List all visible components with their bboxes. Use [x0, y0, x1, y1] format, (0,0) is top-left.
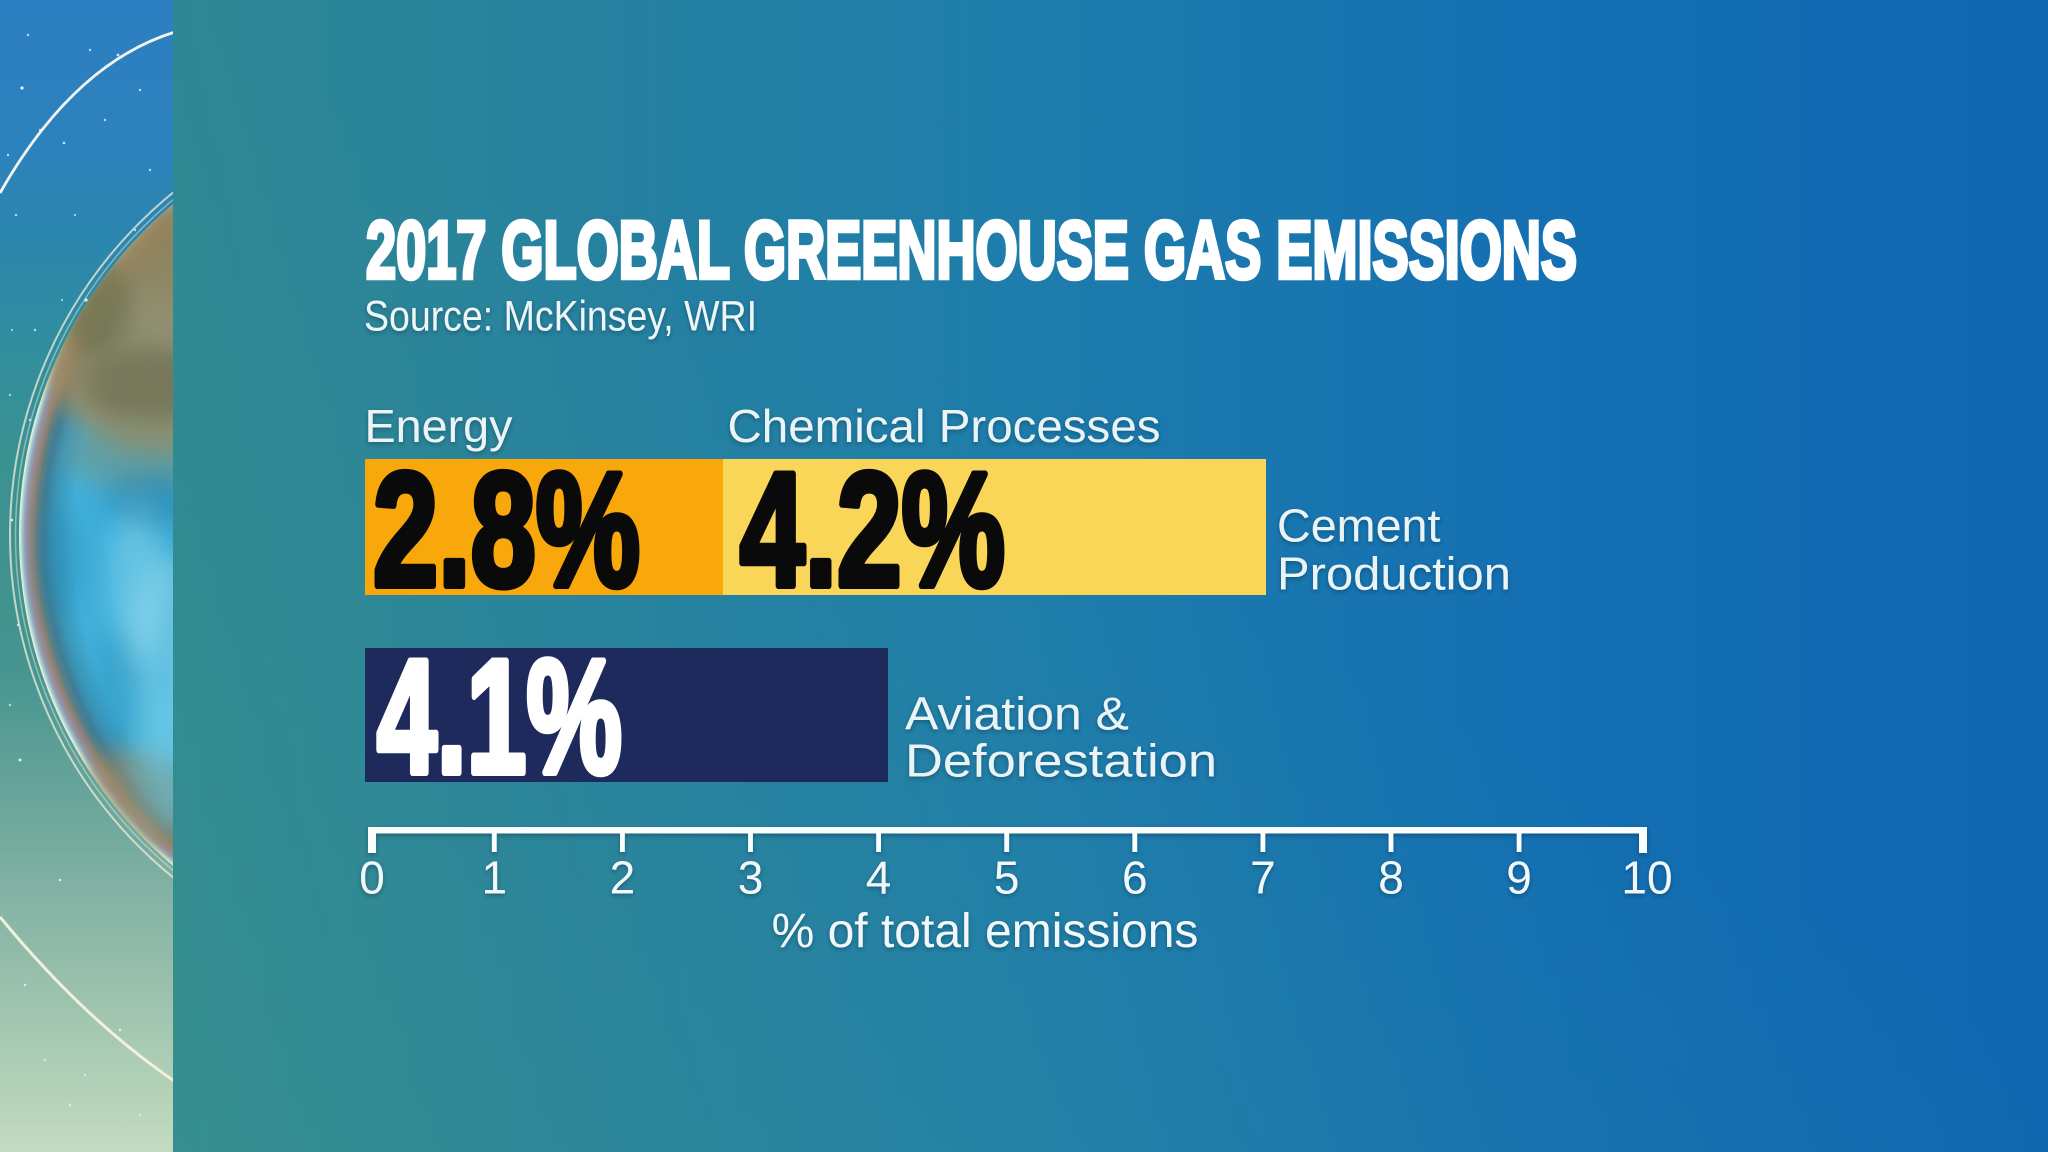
- svg-text:Source: McKinsey, WRI: Source: McKinsey, WRI: [364, 293, 757, 341]
- svg-text:8: 8: [1378, 852, 1404, 904]
- svg-text:2.8%: 2.8%: [373, 440, 640, 621]
- svg-text:% of total emissions: % of total emissions: [772, 905, 1199, 958]
- svg-text:Energy: Energy: [365, 400, 514, 452]
- svg-text:6: 6: [1122, 852, 1148, 904]
- svg-text:Aviation &: Aviation &: [905, 687, 1129, 739]
- svg-text:3: 3: [738, 852, 764, 904]
- svg-text:2: 2: [610, 852, 636, 904]
- svg-text:4.2%: 4.2%: [740, 440, 1005, 621]
- svg-text:Deforestation: Deforestation: [905, 734, 1217, 786]
- svg-text:1: 1: [482, 852, 508, 904]
- svg-text:9: 9: [1506, 852, 1532, 904]
- svg-text:10: 10: [1621, 852, 1672, 904]
- svg-text:0: 0: [359, 852, 385, 904]
- svg-text:Production: Production: [1277, 547, 1511, 599]
- svg-text:4.1%: 4.1%: [377, 627, 622, 808]
- svg-text:7: 7: [1250, 852, 1276, 904]
- svg-text:2017 GLOBAL GREENHOUSE GAS EMI: 2017 GLOBAL GREENHOUSE GAS EMISSIONS: [366, 205, 1577, 296]
- svg-text:4: 4: [866, 852, 892, 904]
- svg-text:Cement: Cement: [1277, 500, 1441, 552]
- svg-text:Chemical Processes: Chemical Processes: [728, 400, 1161, 452]
- svg-text:5: 5: [994, 852, 1020, 904]
